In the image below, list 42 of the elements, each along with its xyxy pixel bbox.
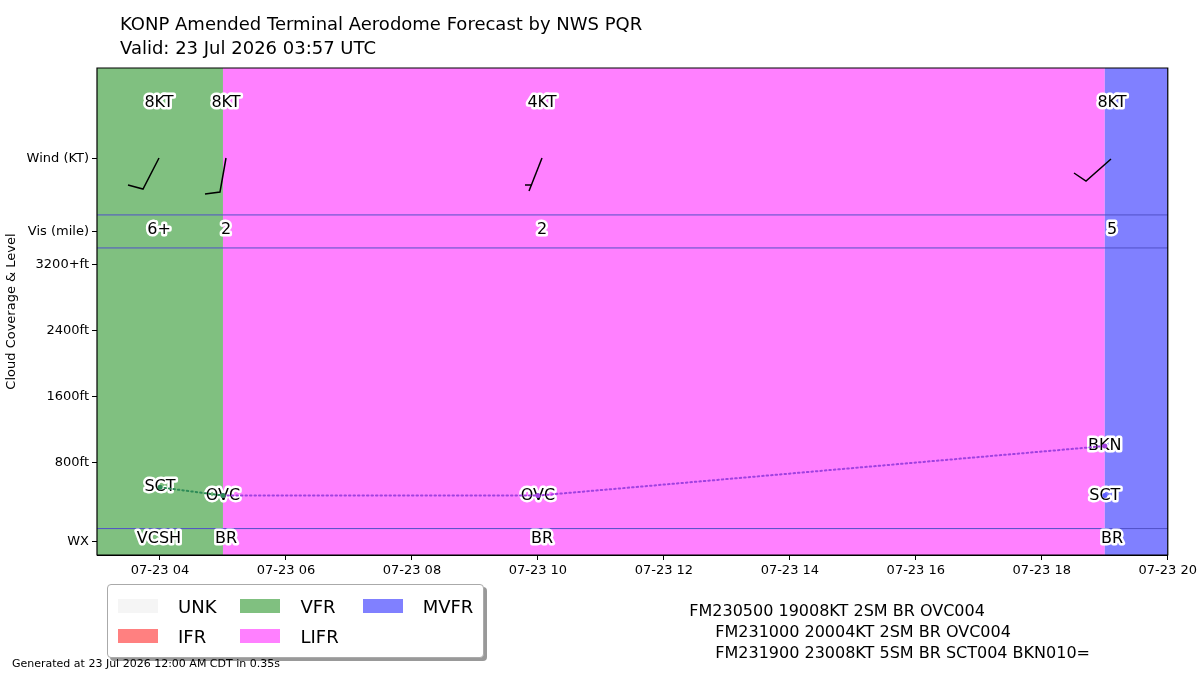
y-tick-label: 800ft bbox=[54, 453, 89, 469]
y-tick-label: Vis (mile) bbox=[27, 222, 89, 238]
x-tick-label: 07-23 12 bbox=[634, 562, 694, 578]
annotation: 2 bbox=[536, 219, 548, 239]
annotation: 8KT bbox=[211, 92, 241, 112]
y-axis-title: Cloud Coverage & Level bbox=[3, 233, 19, 390]
annotation: 8KT bbox=[144, 92, 174, 112]
x-tick-label: 07-23 08 bbox=[382, 562, 442, 578]
x-tick-label: 07-23 16 bbox=[886, 562, 946, 578]
text: Generated at 23 Jul 2026 12:00 AM CDT in 0.35s bbox=[12, 657, 280, 670]
legend-label: UNK bbox=[178, 595, 217, 617]
y-tick-label: 1600ft bbox=[46, 387, 89, 403]
annotation: BR bbox=[530, 528, 554, 548]
data-label: SCT bbox=[1089, 484, 1121, 504]
annotation: VCSH bbox=[136, 528, 182, 548]
annotation: BR bbox=[214, 528, 238, 548]
legend-label: IFR bbox=[178, 625, 207, 647]
annotation: 6+ bbox=[147, 219, 171, 239]
annotation: BR bbox=[1100, 528, 1124, 548]
legend-label: LIFR bbox=[300, 625, 339, 647]
legend-label: VFR bbox=[300, 595, 336, 617]
x-tick-label: 07-23 14 bbox=[760, 562, 820, 578]
chart-title: KONP Amended Terminal Aerodome Forecast by NWS PQR bbox=[120, 12, 643, 36]
x-tick-label: 07-23 20 bbox=[1138, 562, 1197, 578]
chart-subtitle: Valid: 23 Jul 2026 03:57 UTC bbox=[120, 36, 378, 60]
x-tick-label: 07-23 04 bbox=[130, 562, 190, 578]
annotation: 8KT bbox=[1097, 92, 1127, 112]
annotation: 5 bbox=[1106, 219, 1118, 239]
y-tick-label: Wind (KT) bbox=[26, 150, 89, 166]
x-tick-label: 07-23 10 bbox=[508, 562, 568, 578]
data-label: SCT bbox=[144, 476, 176, 496]
legend-label: MVFR bbox=[422, 595, 474, 617]
y-tick-label: 2400ft bbox=[46, 321, 89, 337]
text: FM231900 23008KT 5SM BR SCT004 BKN010= bbox=[714, 642, 1090, 663]
annotation: 2 bbox=[220, 219, 232, 239]
x-tick-label: 07-23 18 bbox=[1012, 562, 1072, 578]
text: FM230500 19008KT 2SM BR OVC004 bbox=[689, 600, 986, 621]
annotation: 4KT bbox=[527, 92, 557, 112]
y-tick-label: 3200+ft bbox=[35, 255, 89, 271]
x-tick-label: 07-23 06 bbox=[256, 562, 316, 578]
text: FM231000 20004KT 2SM BR OVC004 bbox=[714, 621, 1012, 642]
y-tick-label: WX bbox=[67, 533, 90, 549]
